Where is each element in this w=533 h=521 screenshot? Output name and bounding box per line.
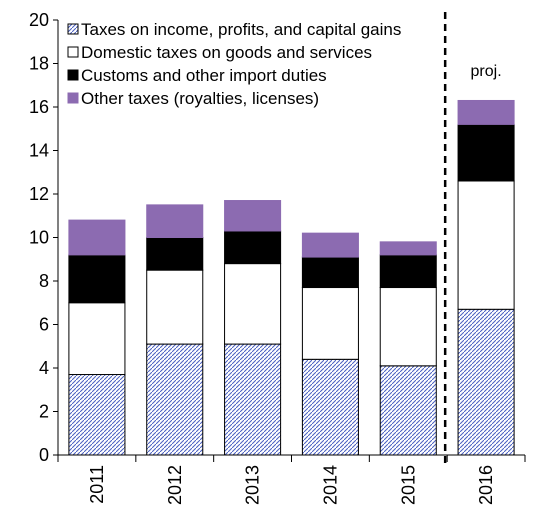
y-tick-label: 12 [29,184,49,204]
x-tick-label-2011: 2011 [87,465,107,504]
bar-segment-2012-s1 [147,270,203,344]
bar-segment-2013-s1 [225,264,281,344]
x-tick-label-2013: 2013 [243,465,263,505]
bar-segment-2016-s2 [458,124,514,181]
y-tick-label: 4 [39,358,49,378]
projection-label: proj. [471,63,502,80]
bar-segment-2016-s1 [458,181,514,309]
bar-segment-2011-s0 [69,375,125,455]
bar-segment-2015-s2 [380,255,436,288]
bar-segment-2013-s2 [225,231,281,264]
bar-segment-2014-s2 [302,257,358,287]
bar-segment-2015-s1 [380,288,436,366]
bars [69,100,514,455]
bar-segment-2015-s0 [380,366,436,455]
x-tick-label-2016: 2016 [476,465,496,505]
x-tick-label-2012: 2012 [165,465,185,505]
bar-segment-2014-s1 [302,288,358,360]
x-tick-label-2015: 2015 [398,465,418,505]
legend-label-1: Domestic taxes on goods and services [81,43,372,62]
legend: Taxes on income, profits, and capital ga… [68,20,401,108]
bar-segment-2014-s0 [302,359,358,455]
bar-segment-2011-s3 [69,220,125,255]
legend-label-2: Customs and other import duties [81,66,327,85]
bar-segment-2016-s3 [458,100,514,124]
bar-segment-2014-s3 [302,233,358,257]
y-tick-label: 8 [39,271,49,291]
y-tick-label: 2 [39,402,49,422]
y-tick-label: 14 [29,141,49,161]
bar-segment-2011-s1 [69,303,125,375]
y-tick-label: 10 [29,228,49,248]
bar-segment-2013-s0 [225,344,281,455]
y-tick-label: 6 [39,315,49,335]
y-tick-label: 0 [39,445,49,465]
y-tick-label: 20 [29,10,49,30]
x-tick-label-2014: 2014 [320,465,340,505]
y-tick-label: 16 [29,97,49,117]
bar-segment-2013-s3 [225,201,281,231]
bar-segment-2012-s3 [147,205,203,238]
y-tick-label: 18 [29,54,49,74]
legend-swatch-3 [68,93,78,103]
legend-label-0: Taxes on income, profits, and capital ga… [81,20,401,39]
bar-segment-2015-s3 [380,242,436,255]
legend-label-3: Other taxes (royalties, licenses) [81,89,319,108]
legend-swatch-0 [68,24,78,34]
legend-swatch-2 [68,70,78,80]
legend-swatch-1 [68,47,78,57]
bar-segment-2011-s2 [69,255,125,303]
bar-segment-2016-s0 [458,309,514,455]
bar-segment-2012-s2 [147,238,203,271]
bar-segment-2012-s0 [147,344,203,455]
